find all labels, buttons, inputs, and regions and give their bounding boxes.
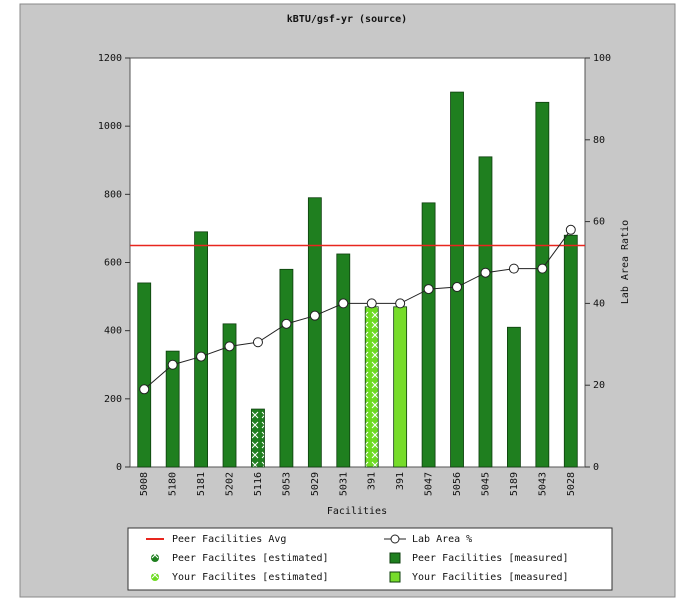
x-tick-label: 5180	[168, 472, 179, 496]
line-marker	[565, 224, 576, 235]
line-marker	[309, 310, 320, 321]
x-tick-label: 5045	[480, 472, 491, 496]
legend-label: Lab Area %	[412, 534, 472, 545]
x-tick-label: 391	[395, 472, 406, 490]
x-tick-label: 5031	[338, 472, 349, 496]
line-marker	[281, 318, 292, 329]
line-marker	[508, 263, 519, 274]
y2-tick-label: 40	[593, 298, 605, 309]
x-tick-label: 391	[367, 472, 378, 490]
legend-swatch	[151, 573, 159, 581]
x-tick-label: 5047	[424, 472, 435, 496]
legend-swatch	[389, 571, 401, 583]
y-tick-label: 0	[116, 462, 122, 473]
legend-label: Peer Facilities [measured]	[412, 553, 569, 564]
line-marker	[395, 298, 406, 309]
bar	[421, 202, 436, 468]
bar	[307, 197, 322, 468]
bar	[194, 231, 208, 468]
x-tick-label: 5189	[509, 472, 520, 496]
bar	[507, 326, 521, 468]
y2-tick-label: 0	[593, 462, 599, 473]
y-tick-label: 1000	[98, 121, 122, 132]
line-marker	[537, 263, 548, 274]
x-tick-label: 5028	[566, 472, 577, 496]
line-marker	[480, 267, 491, 278]
line-marker	[167, 359, 178, 370]
line	[143, 229, 572, 390]
y-tick-label: 600	[104, 258, 122, 269]
line-marker	[224, 341, 235, 352]
x-tick-label: 5056	[452, 472, 463, 496]
bar	[137, 282, 152, 468]
y-tick-label: 400	[104, 326, 122, 337]
line-marker	[139, 384, 150, 395]
x-tick-label: 5053	[281, 472, 292, 496]
bar	[279, 268, 294, 468]
line-marker	[423, 284, 434, 295]
line-marker	[252, 337, 263, 348]
x-tick-label: 5029	[310, 472, 321, 496]
bar	[450, 91, 464, 468]
bar	[478, 156, 493, 468]
chart-title: kBTU/gsf-yr (source)	[287, 14, 407, 25]
bar	[393, 306, 408, 468]
x-tick-label: 5043	[537, 472, 548, 496]
line-marker	[196, 351, 207, 362]
y2-tick-label: 80	[593, 135, 605, 146]
y-tick-label: 200	[104, 394, 122, 405]
legend-label: Peer Facilities Avg	[172, 534, 286, 545]
line-marker	[338, 298, 349, 309]
line-marker	[452, 282, 463, 293]
legend-label: Peer Facilites [estimated]	[172, 553, 329, 564]
y2-tick-label: 100	[593, 53, 611, 64]
x-axis-label: Facilities	[327, 506, 387, 517]
x-tick-label: 5116	[253, 472, 264, 496]
line-marker	[366, 298, 377, 309]
bar	[364, 306, 379, 468]
legend	[127, 527, 613, 591]
bar	[535, 101, 550, 468]
x-tick-label: 5202	[225, 472, 236, 496]
bar	[222, 323, 237, 468]
bar	[336, 253, 351, 468]
y2-axis-label: Lab Area Ratio	[620, 220, 631, 304]
y-tick-label: 1200	[98, 53, 122, 64]
y2-tick-label: 60	[593, 217, 605, 228]
x-tick-label: 5181	[196, 472, 207, 496]
bar	[165, 350, 180, 468]
legend-label: Your Facilites [estimated]	[172, 572, 329, 583]
bar	[251, 408, 265, 468]
legend-swatch	[389, 552, 401, 564]
bar	[563, 234, 578, 468]
y-tick-label: 800	[104, 189, 122, 200]
legend-label: Your Facilities [measured]	[412, 572, 569, 583]
x-tick-label: 5008	[139, 472, 150, 496]
y2-tick-label: 20	[593, 380, 605, 391]
legend-swatch	[390, 534, 400, 544]
legend-swatch	[151, 554, 159, 562]
